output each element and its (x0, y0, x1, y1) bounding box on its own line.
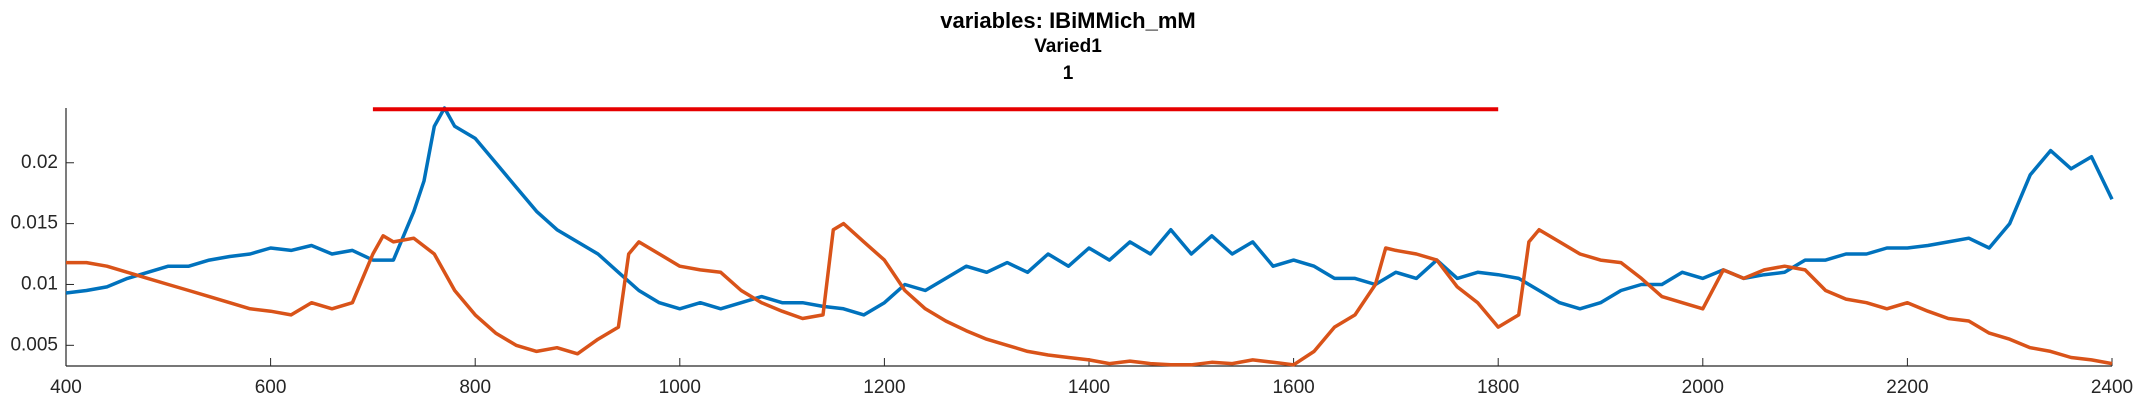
y-tick-label: 0.01 (21, 273, 58, 294)
y-tick-label: 0.02 (21, 152, 58, 173)
y-tick-label: 0.005 (10, 334, 58, 355)
data-line (66, 221, 2113, 367)
x-tick-label: 1600 (1272, 377, 1314, 398)
y-tick-label: 0.015 (10, 213, 58, 234)
x-tick-label: 2000 (1682, 377, 1724, 398)
x-tick-label: 1400 (1068, 377, 1110, 398)
x-tick-label: 2400 (2091, 377, 2133, 398)
chart-subtitle: Varied1 (1034, 36, 1102, 57)
x-tick-label: 1000 (659, 377, 701, 398)
x-tick-label: 600 (255, 377, 287, 398)
x-tick-label: 2200 (1886, 377, 1928, 398)
data-line (65, 106, 2114, 317)
x-tick-label: 400 (50, 377, 82, 398)
x-tick-label: 1200 (863, 377, 905, 398)
x-tick-label: 1800 (1477, 377, 1519, 398)
x-tick-label: 800 (459, 377, 491, 398)
chart-title: variables: IBiMMich_mM (940, 8, 1196, 33)
chart-subtitle: 1 (1063, 63, 1074, 84)
